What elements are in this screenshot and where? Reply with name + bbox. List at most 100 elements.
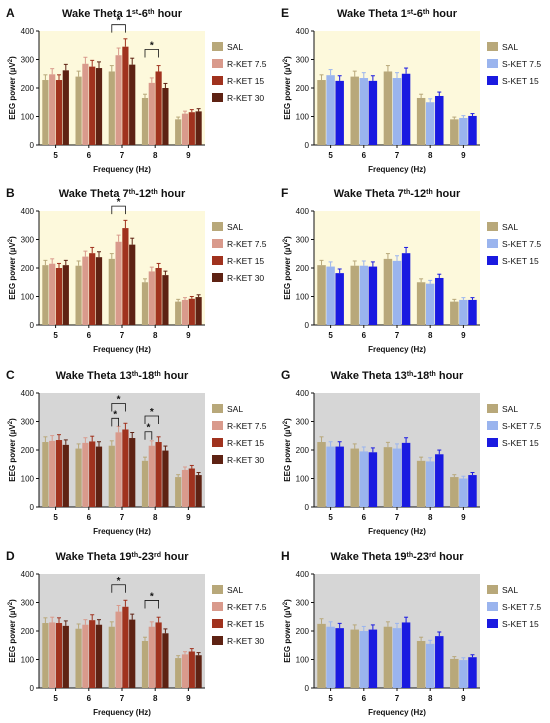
bar xyxy=(401,622,411,688)
bar xyxy=(82,63,89,145)
legend-label: R-KET 15 xyxy=(227,619,264,629)
significance-bracket xyxy=(111,205,126,215)
x-tick-label: 7 xyxy=(395,513,400,522)
chart-panel-E: E Wake Theta 1st-6th hour 0 100 200 300 400 EEG… xyxy=(281,6,541,174)
bar xyxy=(383,71,393,145)
bar xyxy=(435,95,444,145)
legend-swatch xyxy=(212,619,223,628)
bar xyxy=(450,301,459,325)
chart-panel-C: C Wake Theta 13th-18th hour0100200300400E… xyxy=(6,368,267,536)
significance-bracket xyxy=(111,417,119,427)
bar xyxy=(425,461,435,507)
bar xyxy=(42,80,49,145)
significance-bracket xyxy=(111,584,126,593)
bar xyxy=(115,611,122,688)
title-part: -6 xyxy=(413,8,423,20)
legend-label: R-KET 30 xyxy=(227,636,264,646)
title-superscript: th xyxy=(407,371,414,378)
bar xyxy=(350,76,359,145)
legend-label: R-KET 15 xyxy=(227,76,264,86)
bar xyxy=(368,80,378,145)
x-axis-label: Frequency (Hz) xyxy=(368,165,426,174)
y-axis-label: EEG power (µV2) xyxy=(8,599,17,663)
bar xyxy=(335,80,344,145)
bar xyxy=(468,299,477,325)
bar xyxy=(188,112,195,145)
x-tick-label: 5 xyxy=(328,151,333,160)
bar xyxy=(435,454,444,507)
legend-swatch xyxy=(487,42,498,51)
x-tick-label: 9 xyxy=(186,694,191,703)
significance-bracket xyxy=(144,49,160,58)
legend-swatch xyxy=(212,273,223,282)
bar xyxy=(141,97,149,145)
title-part: Wake Theta 19 xyxy=(330,551,406,563)
title-superscript: th xyxy=(154,371,161,378)
legend-swatch xyxy=(487,619,498,628)
significance-star: * xyxy=(150,591,154,602)
y-axis-label-end: ) xyxy=(283,418,292,421)
bar xyxy=(450,119,459,145)
x-tick-label: 9 xyxy=(461,151,466,160)
significance-star: * xyxy=(150,407,154,418)
legend-swatch xyxy=(487,256,498,265)
bar xyxy=(155,442,162,507)
title-part: -6 xyxy=(138,8,148,20)
x-tick-label: 7 xyxy=(395,151,400,160)
legend-swatch xyxy=(212,404,223,413)
bar xyxy=(141,282,149,325)
bar xyxy=(42,265,49,325)
y-axis-label-superscript: 2 xyxy=(8,238,14,242)
y-tick-label: 0 xyxy=(305,503,310,512)
y-tick-label: 300 xyxy=(296,56,310,65)
x-tick-label: 9 xyxy=(461,331,466,340)
legend-swatch xyxy=(212,59,223,68)
y-axis-label-superscript: 2 xyxy=(283,420,289,424)
y-tick-label: 400 xyxy=(296,207,310,216)
significance-bracket xyxy=(111,24,126,33)
bar xyxy=(392,260,402,325)
bar xyxy=(459,478,468,507)
title-superscript: th xyxy=(151,189,158,196)
bar xyxy=(42,442,49,507)
bar xyxy=(55,80,63,145)
y-tick-label: 0 xyxy=(305,141,310,150)
x-tick-label: 6 xyxy=(87,694,92,703)
y-tick-label: 100 xyxy=(21,293,35,302)
legend-swatch xyxy=(212,76,223,85)
y-axis-label-main: EEG power (µV xyxy=(283,62,292,120)
y-tick-label: 0 xyxy=(30,684,35,693)
bar xyxy=(416,282,426,325)
legend-label: R-KET 30 xyxy=(227,93,264,103)
bar xyxy=(162,633,169,688)
y-axis-label-end: ) xyxy=(283,56,292,59)
chart-title: Wake Theta 13th-18th hour xyxy=(56,370,189,382)
chart-panel-F: F Wake Theta 7th-12th hour0100200300400EE… xyxy=(281,186,541,354)
title-superscript: st xyxy=(132,9,139,16)
y-axis-label: EEG power (µV2) xyxy=(283,418,292,482)
bar xyxy=(317,623,326,688)
bar xyxy=(326,626,335,688)
y-tick-label: 200 xyxy=(296,264,310,273)
panel-label: G xyxy=(281,368,290,382)
title-superscript: rd xyxy=(154,552,161,559)
y-tick-label: 400 xyxy=(296,570,310,579)
y-axis-label-end: ) xyxy=(283,236,292,239)
bar xyxy=(82,624,89,688)
legend-swatch xyxy=(487,438,498,447)
title-superscript: th xyxy=(148,9,155,16)
y-tick-label: 200 xyxy=(296,84,310,93)
y-tick-label: 400 xyxy=(21,27,35,36)
bar xyxy=(162,275,169,325)
chart-title: Wake Theta 13th-18th hour xyxy=(331,370,464,382)
x-tick-label: 6 xyxy=(87,513,92,522)
chart-panel-B: B Wake Theta 7th-12th hour0100200300400EE… xyxy=(6,186,267,354)
x-tick-label: 5 xyxy=(53,513,58,522)
legend-swatch xyxy=(212,455,223,464)
y-tick-label: 0 xyxy=(30,141,35,150)
bar xyxy=(359,78,369,145)
bar xyxy=(416,97,426,145)
bar xyxy=(359,265,369,325)
bar xyxy=(435,636,444,688)
bar xyxy=(148,271,155,325)
